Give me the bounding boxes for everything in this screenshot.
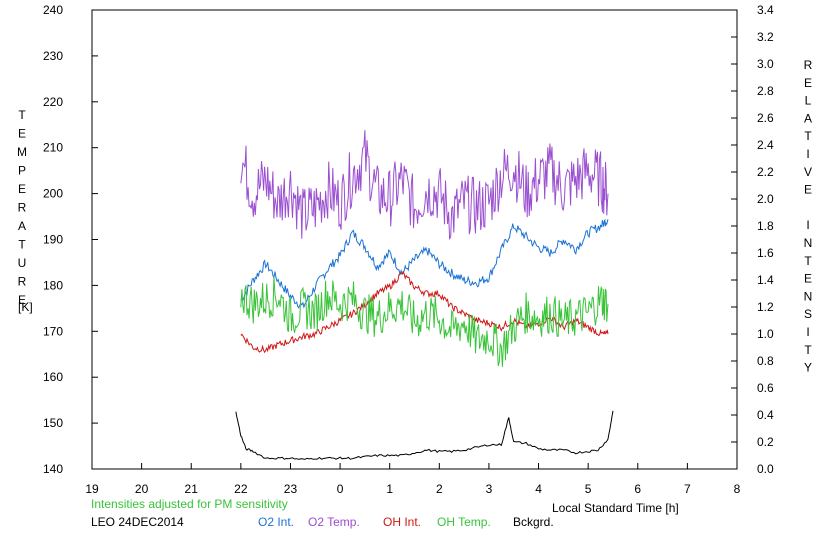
right-label-letter: A [804,111,812,125]
left-tick-label: 210 [43,141,63,155]
left-tick-label: 180 [43,278,63,292]
legend-item: O2 Int. [258,515,294,529]
right-tick-label: 3.2 [757,30,774,44]
x-tick-label: 2 [436,482,443,496]
sensitivity-note: Intensities adjusted for PM sensitivity [91,497,288,511]
right-label-letter: L [805,94,812,108]
x-tick-label: 0 [337,482,344,496]
x-tick-label: 23 [284,482,298,496]
right-label-letter: E [804,183,812,197]
left-tick-label: 160 [43,370,63,384]
left-label-letter: M [17,145,27,159]
left-tick-label: 150 [43,416,63,430]
right-label-letter: Y [804,361,812,375]
right-tick-label: 2.8 [757,84,774,98]
series-line-o2-int [240,218,609,309]
x-tick-label: 1 [386,482,393,496]
x-tick-label: 21 [185,482,199,496]
right-tick-label: 2.4 [757,138,774,152]
right-axis-ticks: 0.0 0.2 0.4 0.6 0.8 1.0 1.2 1.4 1.6 1.8 2.0 2.2 2.4 2… [731,3,774,476]
x-axis-ticks: 19 20 21 22 23 0 1 2 3 4 5 6 7 8 [85,463,741,496]
right-label-letter: T [804,129,812,143]
right-tick-label: 1.4 [757,273,774,287]
right-label-letter: T [804,343,812,357]
series-group [235,130,614,460]
x-tick-label: 22 [234,482,248,496]
left-label-letter: R [18,201,27,215]
left-tick-label: 220 [43,95,63,109]
left-tick-label: 190 [43,233,63,247]
x-tick-label: 19 [85,482,99,496]
right-tick-label: 0.4 [757,408,774,422]
left-tick-label: 240 [43,3,63,17]
legend-item: OH Int. [383,515,421,529]
plot-frame [91,9,738,470]
left-label-letter: P [18,164,26,178]
right-label-letter: T [804,254,812,268]
x-tick-label: 6 [634,482,641,496]
right-label-letter: R [804,58,813,72]
x-axis-label: Local Standard Time [h] [552,501,679,515]
legend-item: OH Temp. [437,515,491,529]
x-tick-label: 20 [135,482,149,496]
legend-item: Bckgrd. [513,515,554,529]
left-label-letter: E [18,182,26,196]
left-label-letter: T [18,238,26,252]
x-tick-label: 5 [585,482,592,496]
left-axis-unit: [K] [18,300,33,314]
left-tick-label: 230 [43,49,63,63]
station-label: LEO 24DEC2014 [91,515,184,529]
right-tick-label: 3.0 [757,57,774,71]
series-line-o2-temp [240,130,609,241]
left-label-letter: U [18,256,27,270]
right-label-letter: E [804,272,812,286]
right-label-letter: V [804,165,812,179]
right-tick-label: 1.2 [757,300,774,314]
right-tick-label: 2.6 [757,111,774,125]
left-tick-label: 200 [43,187,63,201]
right-label-letter: I [806,325,809,339]
right-label-letter: I [806,218,809,232]
x-tick-label: 7 [684,482,691,496]
x-tick-label: 4 [535,482,542,496]
series-line-oh-temp [240,276,609,367]
right-tick-label: 1.0 [757,327,774,341]
right-label-letter: N [804,289,813,303]
right-tick-label: 2.0 [757,192,774,206]
right-label-letter: S [804,307,812,321]
left-label-letter: T [18,108,26,122]
right-tick-label: 2.2 [757,165,774,179]
right-tick-label: 3.4 [757,3,774,17]
left-label-letter: E [18,293,26,307]
left-label-letter: E [18,127,26,141]
x-tick-label: 3 [486,482,493,496]
left-label-letter: A [18,219,26,233]
left-axis-ticks: 140 150 160 170 180 190 200 210 220 230 240 [43,3,98,476]
x-tick-label: 8 [734,482,741,496]
right-tick-label: 0.6 [757,381,774,395]
series-line-bckgrd [235,410,614,460]
right-tick-label: 0.8 [757,354,774,368]
right-tick-label: 0.2 [757,435,774,449]
left-tick-label: 170 [43,324,63,338]
right-tick-label: 1.8 [757,219,774,233]
right-label-letter: I [806,147,809,161]
left-label-letter: R [18,275,27,289]
right-tick-label: 0.0 [757,462,774,476]
legend: O2 Int. O2 Temp. OH Int. OH Temp. Bckgrd. [258,515,554,529]
right-label-letter: N [804,236,813,250]
legend-item: O2 Temp. [308,515,360,529]
right-label-letter: E [804,76,812,90]
right-tick-label: 1.6 [757,246,774,260]
left-tick-label: 140 [43,462,63,476]
